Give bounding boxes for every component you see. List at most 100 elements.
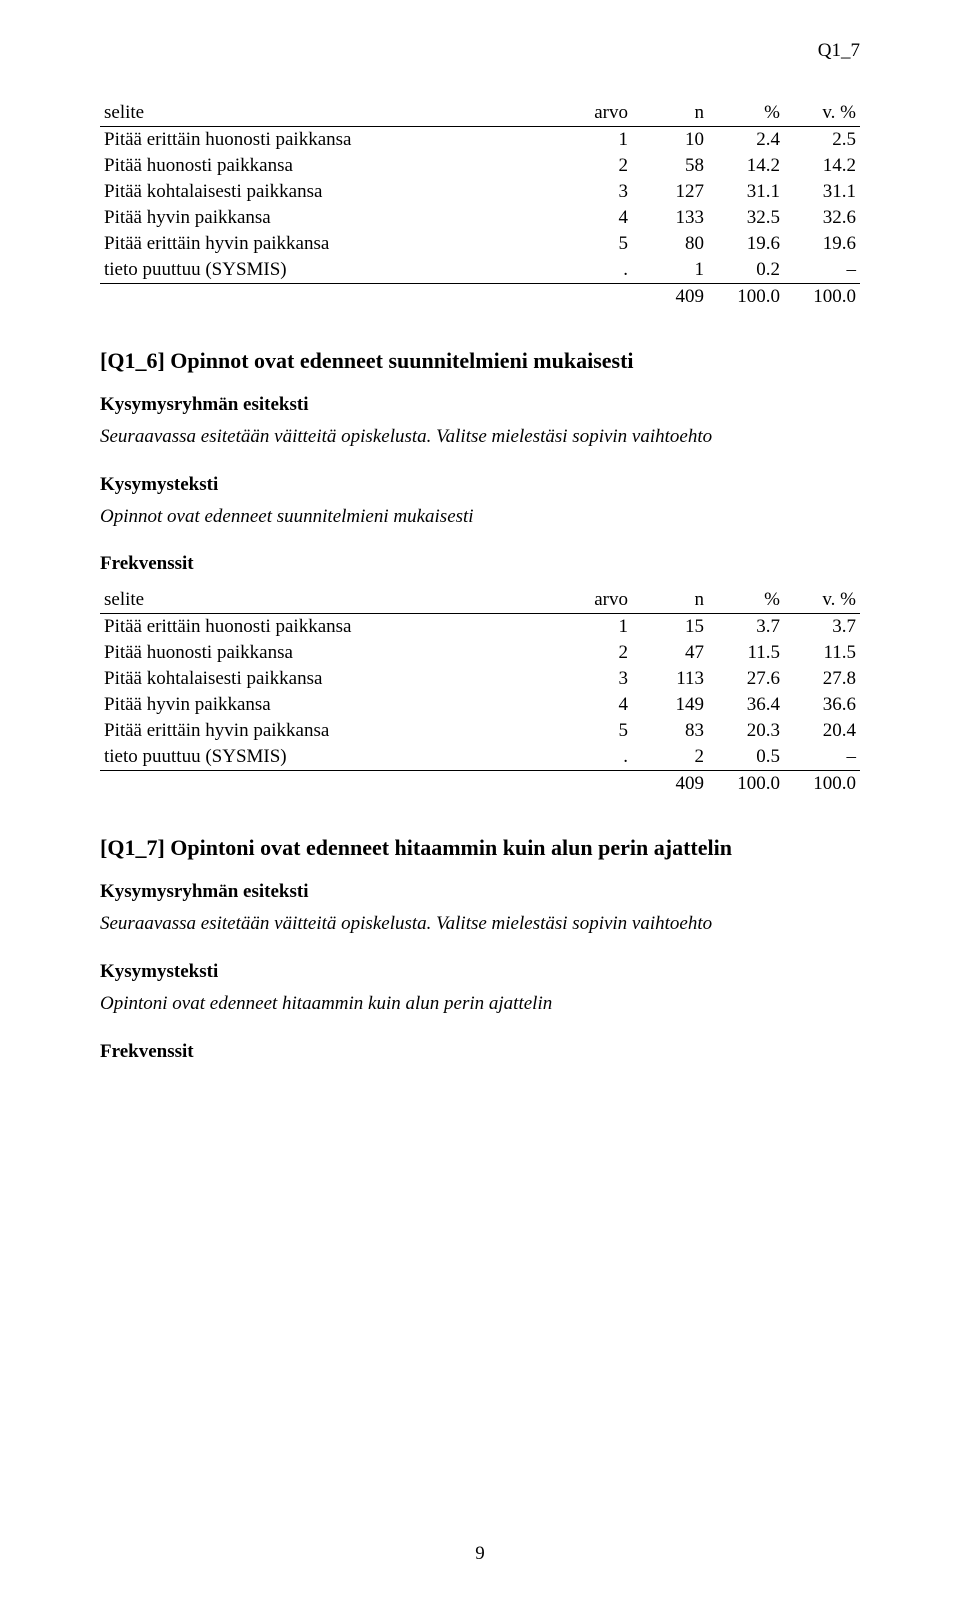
cell-pct: 100.0 — [708, 771, 784, 798]
cell-pct: 27.6 — [708, 666, 784, 692]
cell-vpct: 19.6 — [784, 231, 860, 257]
table-row: Pitää erittäin hyvin paikkansa 5 80 19.6… — [100, 231, 860, 257]
cell-vpct: 2.5 — [784, 127, 860, 154]
col-arvo: arvo — [556, 587, 632, 614]
table-row: tieto puuttuu (SYSMIS) . 1 0.2 – — [100, 257, 860, 284]
table-row: Pitää kohtalaisesti paikkansa 3 127 31.1… — [100, 179, 860, 205]
col-n: n — [632, 100, 708, 127]
cell-arvo: 1 — [556, 614, 632, 641]
cell-n: 409 — [632, 284, 708, 311]
col-vpct: v. % — [784, 100, 860, 127]
table-header-row: selite arvo n % v. % — [100, 100, 860, 127]
cell-arvo: . — [556, 744, 632, 771]
table-row: Pitää erittäin huonosti paikkansa 1 15 3… — [100, 614, 860, 641]
cell-pct: 100.0 — [708, 284, 784, 311]
cell-vpct: – — [784, 257, 860, 284]
cell-vpct: 31.1 — [784, 179, 860, 205]
section-title-q17: [Q1_7] Opintoni ovat edenneet hitaammin … — [100, 835, 860, 861]
page-header-label: Q1_7 — [818, 40, 860, 62]
frequencies-label: Frekvenssit — [100, 1041, 860, 1063]
cell-pct: 0.2 — [708, 257, 784, 284]
section-title-q16: [Q1_6] Opinnot ovat edenneet suunnitelmi… — [100, 348, 860, 374]
cell-pct: 3.7 — [708, 614, 784, 641]
question-label: Kysymysteksti — [100, 961, 860, 983]
cell-arvo: 4 — [556, 692, 632, 718]
cell-arvo: 3 — [556, 179, 632, 205]
cell-arvo: 2 — [556, 640, 632, 666]
table-row: Pitää huonosti paikkansa 2 58 14.2 14.2 — [100, 153, 860, 179]
cell-selite: Pitää erittäin hyvin paikkansa — [100, 231, 556, 257]
cell-vpct: 100.0 — [784, 771, 860, 798]
table-row: tieto puuttuu (SYSMIS) . 2 0.5 – — [100, 744, 860, 771]
cell-selite: tieto puuttuu (SYSMIS) — [100, 257, 556, 284]
cell-arvo: 2 — [556, 153, 632, 179]
cell-n: 133 — [632, 205, 708, 231]
col-vpct: v. % — [784, 587, 860, 614]
col-arvo: arvo — [556, 100, 632, 127]
page: Q1_7 selite arvo n % v. % Pitää erittäin… — [0, 0, 960, 1605]
cell-vpct: 11.5 — [784, 640, 860, 666]
group-pretext-text: Seuraavassa esitetään väitteitä opiskelu… — [100, 911, 860, 937]
col-n: n — [632, 587, 708, 614]
table-row: Pitää kohtalaisesti paikkansa 3 113 27.6… — [100, 666, 860, 692]
cell-arvo: 1 — [556, 127, 632, 154]
cell-arvo: 4 — [556, 205, 632, 231]
table-row: Pitää hyvin paikkansa 4 133 32.5 32.6 — [100, 205, 860, 231]
cell-arvo — [556, 771, 632, 798]
col-pct: % — [708, 587, 784, 614]
cell-n: 149 — [632, 692, 708, 718]
question-text: Opintoni ovat edenneet hitaammin kuin al… — [100, 991, 860, 1017]
page-number: 9 — [0, 1543, 960, 1565]
cell-n: 58 — [632, 153, 708, 179]
table-row: Pitää erittäin huonosti paikkansa 1 10 2… — [100, 127, 860, 154]
cell-pct: 14.2 — [708, 153, 784, 179]
cell-n: 127 — [632, 179, 708, 205]
table-row: Pitää hyvin paikkansa 4 149 36.4 36.6 — [100, 692, 860, 718]
cell-vpct: 32.6 — [784, 205, 860, 231]
cell-n: 113 — [632, 666, 708, 692]
col-pct: % — [708, 100, 784, 127]
frequency-table-2: selite arvo n % v. % Pitää erittäin huon… — [100, 587, 860, 797]
cell-vpct: 14.2 — [784, 153, 860, 179]
cell-selite: Pitää hyvin paikkansa — [100, 692, 556, 718]
cell-n: 409 — [632, 771, 708, 798]
table-header-row: selite arvo n % v. % — [100, 587, 860, 614]
col-selite: selite — [100, 587, 556, 614]
cell-selite: Pitää erittäin huonosti paikkansa — [100, 127, 556, 154]
cell-selite — [100, 284, 556, 311]
cell-pct: 36.4 — [708, 692, 784, 718]
table-row: Pitää erittäin hyvin paikkansa 5 83 20.3… — [100, 718, 860, 744]
cell-selite: Pitää erittäin hyvin paikkansa — [100, 718, 556, 744]
cell-selite: tieto puuttuu (SYSMIS) — [100, 744, 556, 771]
cell-vpct: 36.6 — [784, 692, 860, 718]
question-label: Kysymysteksti — [100, 474, 860, 496]
frequencies-label: Frekvenssit — [100, 553, 860, 575]
cell-pct: 32.5 — [708, 205, 784, 231]
cell-vpct: 27.8 — [784, 666, 860, 692]
cell-selite — [100, 771, 556, 798]
group-pretext-label: Kysymysryhmän esiteksti — [100, 394, 860, 416]
cell-arvo — [556, 284, 632, 311]
cell-arvo: 3 — [556, 666, 632, 692]
cell-n: 1 — [632, 257, 708, 284]
cell-n: 47 — [632, 640, 708, 666]
group-pretext-text: Seuraavassa esitetään väitteitä opiskelu… — [100, 424, 860, 450]
cell-arvo: 5 — [556, 718, 632, 744]
cell-selite: Pitää kohtalaisesti paikkansa — [100, 666, 556, 692]
group-pretext-label: Kysymysryhmän esiteksti — [100, 881, 860, 903]
cell-arvo: 5 — [556, 231, 632, 257]
cell-pct: 2.4 — [708, 127, 784, 154]
cell-selite: Pitää kohtalaisesti paikkansa — [100, 179, 556, 205]
cell-n: 15 — [632, 614, 708, 641]
cell-selite: Pitää hyvin paikkansa — [100, 205, 556, 231]
cell-arvo: . — [556, 257, 632, 284]
cell-n: 83 — [632, 718, 708, 744]
cell-selite: Pitää erittäin huonosti paikkansa — [100, 614, 556, 641]
cell-pct: 19.6 — [708, 231, 784, 257]
content: selite arvo n % v. % Pitää erittäin huon… — [100, 100, 860, 1063]
frequency-table-1: selite arvo n % v. % Pitää erittäin huon… — [100, 100, 860, 310]
cell-pct: 31.1 — [708, 179, 784, 205]
cell-selite: Pitää huonosti paikkansa — [100, 640, 556, 666]
cell-pct: 11.5 — [708, 640, 784, 666]
col-selite: selite — [100, 100, 556, 127]
